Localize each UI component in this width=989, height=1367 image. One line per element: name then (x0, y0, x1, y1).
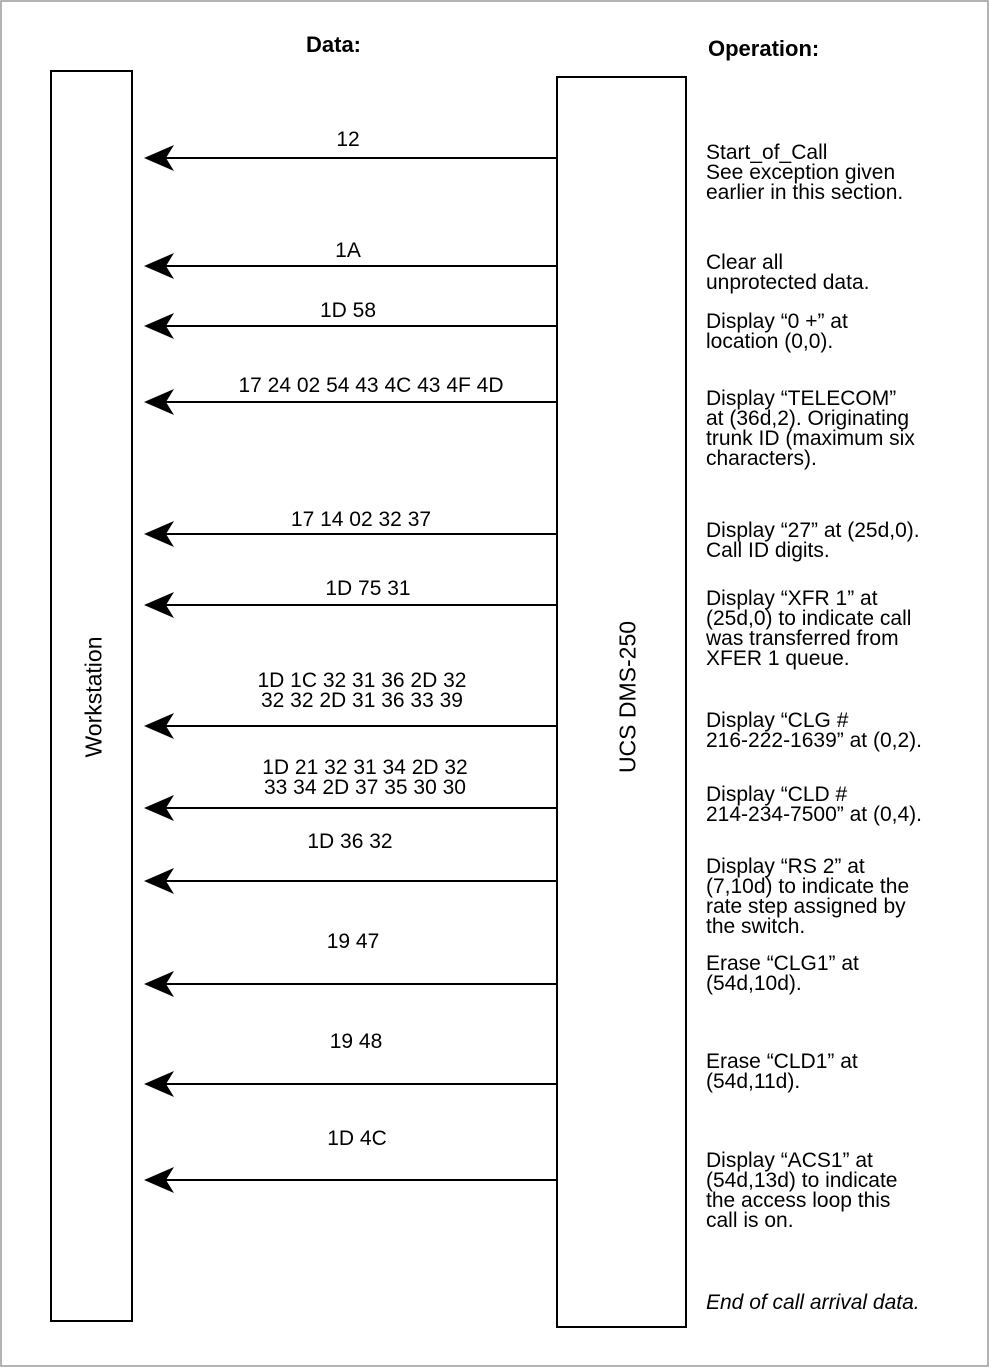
operation-text: Start_of_Call See exception given earlie… (706, 141, 904, 204)
message-arrowhead (144, 1071, 174, 1097)
message-arrows (144, 145, 556, 1193)
message-arrowhead (144, 592, 174, 618)
message-data-label: 1D 1C 32 31 36 2D 32 32 32 2D 31 36 33 3… (257, 669, 467, 712)
operation-text: Display “ACS1” at (54d,13d) to indicate … (706, 1149, 898, 1232)
operation-text: Display “27” at (25d,0). Call ID digits. (706, 519, 920, 562)
message-data-label: 1A (335, 239, 361, 262)
message-data-label: 1D 58 (319, 299, 377, 322)
message-data-label: 1D 75 31 (325, 577, 411, 600)
message-arrowhead (144, 313, 174, 339)
ucs-dms-250-box (556, 76, 687, 1328)
operation-text: Display “TELECOM” at (36d,2). Originatin… (706, 387, 915, 470)
end-of-data-note: End of call arrival data. (706, 1291, 920, 1314)
operation-text: Display “CLD # 214-234-7500” at (0,4). (706, 783, 922, 826)
message-data-label: 17 14 02 32 37 (290, 508, 432, 531)
message-arrowhead (144, 713, 174, 739)
message-data-label: 19 48 (329, 1030, 383, 1053)
message-data-label: 19 47 (326, 930, 380, 953)
operation-column-header: Operation: (708, 36, 820, 61)
message-data-label: 17 24 02 54 43 4C 43 4F 4D (238, 374, 504, 397)
message-data-label: 1D 36 32 (307, 830, 393, 853)
message-arrowhead (144, 868, 174, 894)
message-arrowhead (144, 971, 174, 997)
operation-text: Erase “CLD1” at (54d,11d). (706, 1050, 858, 1093)
data-column-header: Data: (306, 32, 362, 57)
workstation-label: Workstation (80, 636, 107, 758)
operation-text: Clear all unprotected data. (706, 251, 870, 294)
message-arrowhead (144, 521, 174, 547)
operation-text: Erase “CLG1” at (54d,10d). (706, 952, 859, 995)
operation-text: Display “XFR 1” at (25d,0) to indicate c… (706, 587, 912, 670)
message-arrowhead (144, 795, 174, 821)
message-data-label: 1D 21 32 31 34 2D 32 33 34 2D 37 35 30 3… (262, 756, 468, 799)
message-arrowhead (144, 1167, 174, 1193)
message-data-label: 12 (336, 128, 360, 151)
operation-text: Display “0 +” at location (0,0). (706, 310, 848, 353)
message-arrowhead (144, 253, 174, 279)
operation-text: Display “RS 2” at (7,10d) to indicate th… (706, 855, 910, 938)
operation-text: Display “CLG # 216-222-1639” at (0,2). (706, 709, 922, 752)
message-arrowhead (144, 145, 174, 171)
message-arrowhead (144, 389, 174, 415)
workstation-box (50, 70, 133, 1322)
message-data-label: 1D 4C (327, 1127, 387, 1150)
ucs-dms-250-label: UCS DMS-250 (614, 620, 641, 774)
